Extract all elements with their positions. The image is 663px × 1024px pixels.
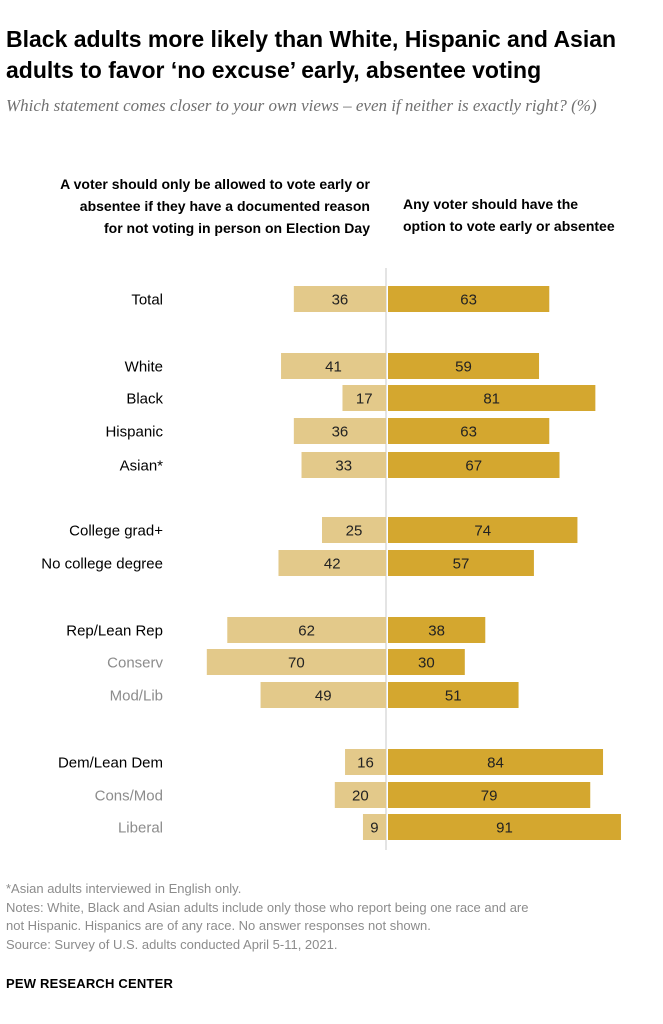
bar-right (388, 749, 604, 775)
bar-left-value: 36 (332, 424, 349, 441)
footnote-notes-line-1: Notes: White, Black and Asian adults inc… (6, 899, 529, 915)
bar-left-value: 9 (370, 820, 378, 837)
bar-left (281, 353, 386, 379)
footnote-asterisk: *Asian adults interviewed in English onl… (6, 881, 242, 896)
bar-right-value: 51 (445, 688, 462, 705)
bar-left (301, 452, 386, 478)
bar-right (388, 550, 534, 576)
bar-right-value: 59 (455, 359, 472, 376)
bar-right-value: 91 (496, 820, 513, 837)
bar-left (334, 782, 386, 808)
category-label: College grad+ (69, 523, 163, 540)
bar-left-value: 70 (288, 655, 305, 672)
category-label: Black (126, 391, 163, 408)
bar-right (388, 286, 550, 312)
bar-left-value: 17 (356, 391, 373, 408)
bar-right (388, 452, 560, 478)
brand-label: PEW RESEARCH CENTER (6, 976, 174, 991)
chart-subtitle: Which statement comes closer to your own… (6, 96, 597, 115)
bar-left-value: 49 (315, 688, 332, 705)
bar-right (388, 418, 550, 444)
bar-right-value: 38 (428, 623, 445, 640)
bar-right-value: 84 (487, 755, 504, 772)
bar-right-value: 30 (418, 655, 435, 672)
bar-left (227, 617, 386, 643)
legend-left-series: A voter should only be allowed to vote e… (60, 176, 370, 236)
bar-left (345, 749, 386, 775)
category-label: White (125, 359, 163, 376)
bar-right (388, 649, 465, 675)
bar-left (342, 385, 386, 411)
bar-left-value: 33 (335, 458, 352, 475)
bar-left (322, 517, 386, 543)
bar-right-value: 63 (460, 424, 477, 441)
bar-left (278, 550, 386, 576)
category-label: Hispanic (105, 424, 163, 441)
bar-right (388, 617, 486, 643)
bar-left (260, 682, 386, 708)
category-label: Total (131, 292, 163, 309)
bar-left-value: 41 (325, 359, 342, 376)
bar-right-value: 67 (465, 458, 482, 475)
bar-right-value: 81 (483, 391, 500, 408)
footnote-source: Source: Survey of U.S. adults conducted … (6, 936, 338, 952)
bar-left-value: 36 (332, 292, 349, 309)
bar-left-value: 62 (298, 623, 315, 640)
category-label: Cons/Mod (95, 788, 163, 805)
category-label: Conserv (107, 655, 163, 672)
bar-left-value: 42 (324, 556, 341, 573)
bar-right-value: 63 (460, 292, 477, 309)
bar-right (388, 814, 621, 840)
chart-title: Black adults more likely than White, His… (6, 26, 617, 83)
bar-left-value: 25 (346, 523, 363, 540)
category-label: Liberal (118, 820, 163, 837)
bar-left (206, 649, 386, 675)
legend-right-series: Any voter should have the option to vote… (403, 196, 615, 234)
bar-right (388, 517, 578, 543)
bar-right (388, 682, 519, 708)
bar-right (388, 782, 591, 808)
category-label: No college degree (41, 556, 163, 573)
bar-left (293, 418, 386, 444)
category-label: Mod/Lib (110, 688, 163, 705)
bar-right (388, 353, 540, 379)
bar-left-value: 16 (357, 755, 374, 772)
footnote-notes-line-2: not Hispanic. Hispanics are of any race.… (6, 918, 431, 933)
footnotes: *Asian adults interviewed in English onl… (6, 880, 661, 954)
bar-right-value: 79 (481, 788, 498, 805)
category-label: Dem/Lean Dem (58, 755, 163, 772)
bar-right (388, 385, 596, 411)
bar-left-value: 20 (352, 788, 369, 805)
bar-right-value: 74 (474, 523, 491, 540)
diverging-bar-chart: Total 36 63 White 41 59 Black 17 81 Hispanic 36 63 A… (41, 268, 621, 850)
bar-left (362, 814, 386, 840)
bar-left (293, 286, 386, 312)
bar-right-value: 57 (453, 556, 470, 573)
category-label: Rep/Lean Rep (66, 623, 163, 640)
category-label: Asian* (120, 458, 164, 475)
